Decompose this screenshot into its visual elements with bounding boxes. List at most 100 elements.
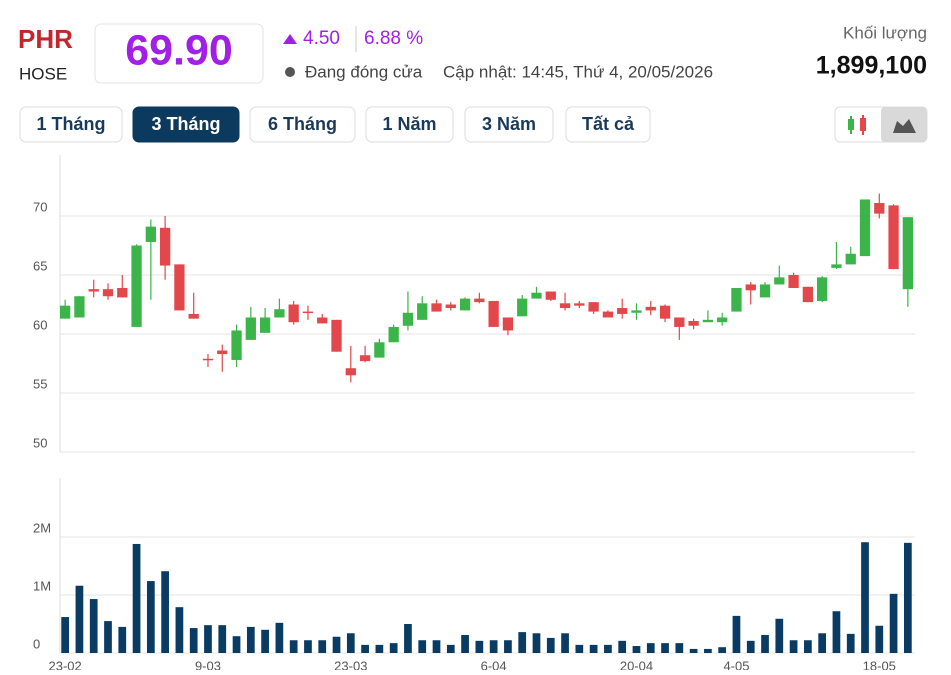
tab[interactable] [464, 106, 554, 143]
volume-bar [846, 633, 855, 653]
volume-bar [146, 581, 155, 653]
volume-bar [504, 640, 512, 653]
y-tick-label: 2M [33, 520, 51, 535]
candle-body [188, 313, 199, 319]
volume-bar [546, 637, 555, 653]
volume-bar [132, 543, 141, 653]
candle-body [902, 217, 914, 290]
tab[interactable] [132, 106, 240, 143]
candle-body [74, 296, 85, 318]
candle-body [574, 303, 585, 306]
volume-bar [732, 615, 741, 653]
candle-body [459, 298, 471, 311]
area-chart-button[interactable] [881, 107, 927, 142]
change-pct: 6.88 % [364, 28, 423, 49]
candle-body [531, 292, 542, 299]
candle-body [259, 317, 271, 333]
candle-body [588, 302, 599, 312]
candle-body [159, 227, 171, 266]
x-tick-label: 20-04 [620, 658, 653, 670]
up-arrow [283, 34, 297, 44]
volume-bar [746, 640, 755, 653]
volume-bar [646, 643, 655, 653]
candle-body [288, 304, 299, 323]
volume-bar [861, 542, 869, 653]
tab[interactable] [249, 106, 356, 143]
candle-body [645, 306, 656, 311]
volume-bar [289, 640, 298, 653]
volume-bar [832, 611, 841, 653]
volume-bar [246, 626, 255, 653]
volume-bar [104, 621, 112, 653]
tab-label: 6 Tháng [268, 114, 337, 134]
volume-bar [404, 624, 412, 653]
candle-body [274, 309, 285, 318]
candle-body [131, 245, 142, 327]
candle-body [59, 305, 71, 319]
x-tick-label: 18-05 [863, 658, 896, 670]
volume-bar [804, 640, 812, 653]
candle-body [388, 326, 399, 343]
candle-body [417, 303, 428, 320]
volume-bar [75, 585, 84, 653]
candle-chart-button[interactable] [835, 107, 881, 142]
y-tick-label: 50 [33, 435, 47, 450]
candle-body [88, 289, 99, 292]
icon [893, 119, 916, 133]
candle-body [802, 286, 814, 303]
volume-bar [446, 644, 455, 653]
volume-bar [589, 644, 598, 653]
tab[interactable] [565, 106, 651, 143]
volume-bar [689, 648, 698, 653]
volume-bar [761, 635, 769, 653]
volume-bar [275, 622, 284, 653]
volume-bar [561, 633, 569, 653]
candle-body [102, 289, 114, 297]
y-tick-label: 0 [33, 636, 40, 651]
icon [860, 118, 866, 131]
volume-bar [661, 643, 669, 653]
volume-bar [89, 599, 98, 653]
volume-bar [218, 625, 227, 653]
candle-body [745, 284, 756, 291]
symbol: PHR [18, 24, 73, 54]
volume-label: Khối lượng [843, 23, 927, 42]
volume-bar [118, 626, 127, 653]
candle-body [788, 275, 799, 288]
candle-body [717, 317, 728, 323]
x-tick-label: 23-03 [334, 658, 367, 670]
candle-body [817, 277, 828, 301]
icon [848, 119, 854, 130]
price-box [94, 23, 264, 84]
volume-bar [904, 542, 912, 653]
candle-body [845, 253, 856, 265]
candle-body [374, 342, 385, 358]
candle-body [888, 205, 899, 270]
y-tick-label: 65 [33, 258, 47, 273]
candle-body [245, 317, 256, 340]
volume-bar [618, 640, 627, 653]
candle-body [445, 304, 456, 309]
candle-body [559, 303, 571, 309]
change: 4.50 [303, 28, 340, 49]
tab-label: 3 Tháng [151, 114, 220, 134]
volume-bar [261, 629, 269, 653]
candle-body [545, 291, 556, 300]
candle-body [474, 298, 485, 303]
volume-bar [889, 593, 898, 653]
candle-body [602, 311, 614, 318]
volume-bar [675, 643, 684, 653]
tab[interactable] [19, 106, 123, 143]
chart-type-switch [834, 106, 928, 143]
candle-body [774, 277, 785, 285]
volume-bar [418, 640, 427, 653]
tab[interactable] [365, 106, 454, 143]
candle-body [659, 305, 671, 319]
candle-body [331, 319, 342, 352]
candle-body [631, 310, 642, 313]
volume-bar [775, 618, 784, 653]
candle-body [345, 368, 356, 376]
volume-bar [175, 607, 184, 653]
volume-bar [204, 625, 212, 653]
